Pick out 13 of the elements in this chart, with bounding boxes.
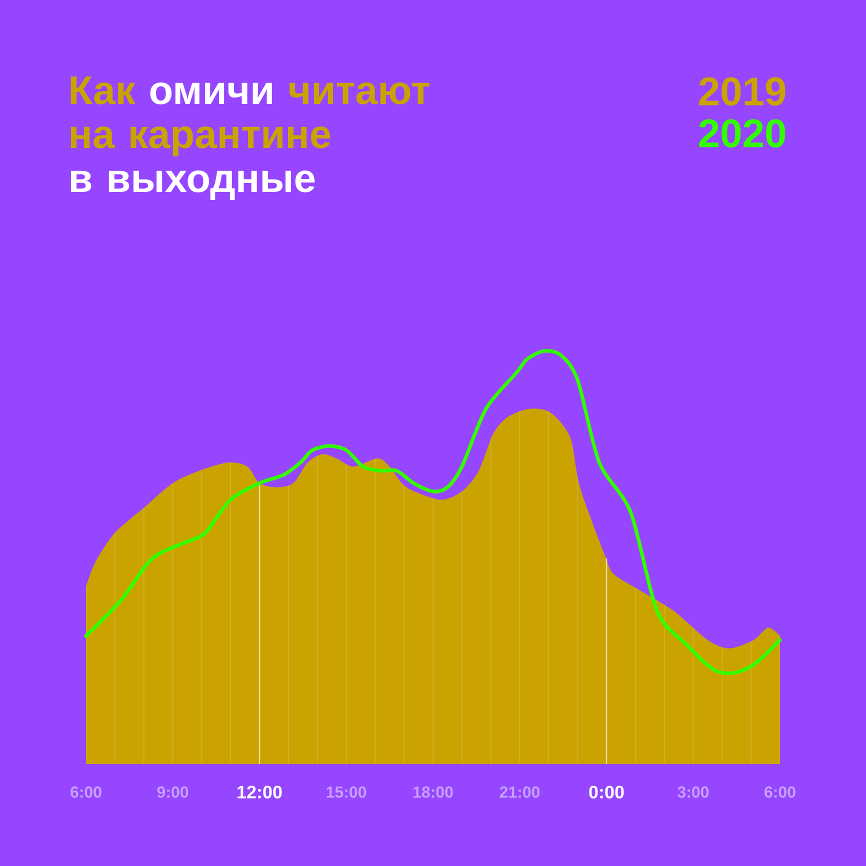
x-tick-label: 12:00 [238, 786, 282, 798]
x-tick-label: 6:00 [764, 786, 796, 798]
x-tick-label: 0:00 [589, 786, 624, 798]
text: 2020 [699, 119, 786, 148]
x-tick-label: 3:00 [678, 786, 709, 798]
x-tick-label: 21:00 [500, 786, 540, 798]
chart-subtitle: в выходные [70, 170, 315, 200]
x-tick-label: 18:00 [414, 786, 453, 798]
x-tick-label: 9:00 [157, 786, 188, 798]
chart-title: Как омичи читают на карантине [70, 76, 430, 156]
x-tick-label: 6:00 [70, 786, 102, 798]
text: 2019 [699, 77, 786, 106]
x-tick-label: 15:00 [326, 786, 366, 798]
